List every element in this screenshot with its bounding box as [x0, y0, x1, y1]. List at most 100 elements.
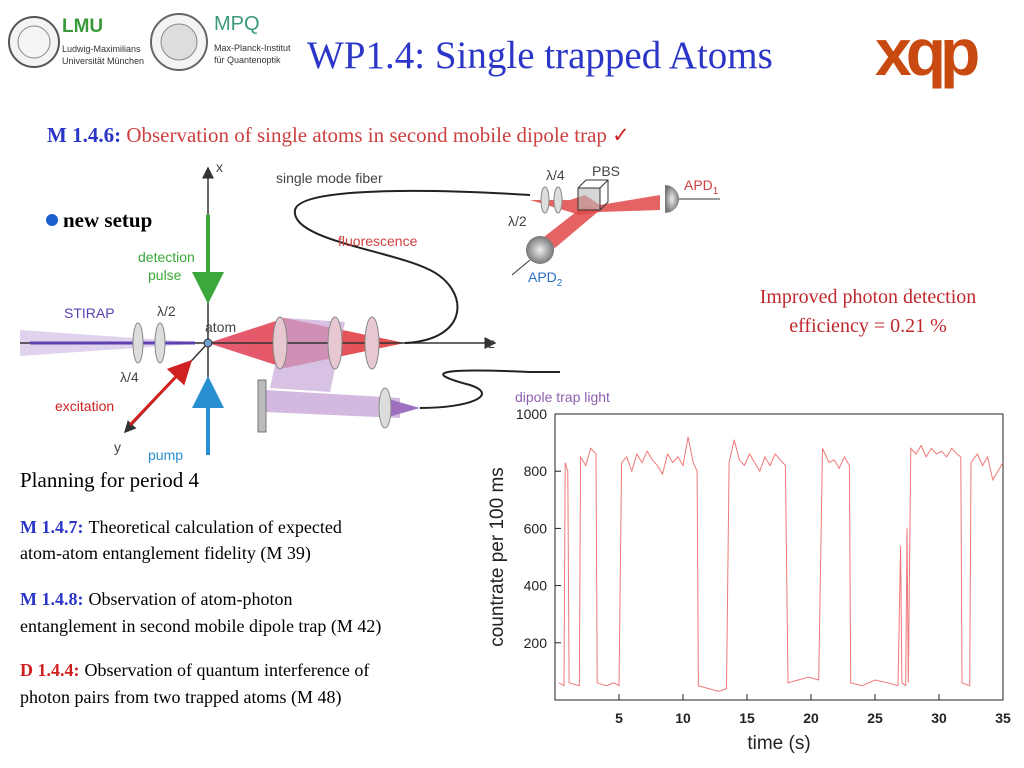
label: z: [488, 335, 495, 351]
shape: [327, 316, 343, 370]
x-tick-label: 30: [931, 710, 947, 726]
shape: [270, 318, 345, 392]
shape: [511, 259, 531, 276]
label: MPQ: [214, 13, 260, 35]
planning-id: D 1.4.4:: [20, 660, 80, 680]
milestone-id: M 1.4.6:: [47, 123, 121, 147]
label: excitation: [55, 398, 114, 414]
label: λ/2: [157, 303, 176, 319]
trace-chart: 200 400 600 800 1000 5 10 15 20 25 30 35 time (s) cou…: [487, 406, 1011, 754]
x-tick-label: 35: [995, 710, 1011, 726]
diagram-labels: x z y single mode fiber fluorescence det…: [55, 159, 719, 463]
shape: APD2: [528, 269, 563, 289]
label: APD: [528, 269, 557, 285]
label: detection: [138, 249, 195, 265]
y-tick-label: 400: [524, 578, 548, 594]
label: dipole trap light: [515, 389, 610, 405]
milestone: M 1.4.6: Observation of single atoms in …: [47, 123, 630, 147]
planning-id: M 1.4.8:: [20, 589, 83, 609]
shape: [540, 205, 600, 248]
improved-line: Improved photon detection: [760, 286, 977, 308]
planning-text: Observation of atom-photon: [88, 589, 292, 609]
y-axis-label: countrate per 100 ms: [487, 467, 508, 647]
label: single mode fiber: [276, 170, 383, 186]
label: λ/2: [508, 213, 527, 229]
y-tick-label: 1000: [516, 406, 547, 422]
label: pump: [148, 447, 183, 463]
shape: [540, 186, 550, 214]
y-tick-label: 600: [524, 520, 548, 536]
shape: [526, 236, 554, 264]
shape: [128, 359, 193, 427]
setup-diagram: [20, 166, 720, 455]
label: pulse: [148, 267, 182, 283]
xqp-logo: xqp: [875, 15, 978, 89]
bullet-text: new setup: [63, 208, 152, 232]
label: STIRAP: [64, 305, 115, 321]
label: atom: [205, 319, 236, 335]
x-tick-label: 15: [739, 710, 755, 726]
y-tick-label: 800: [524, 463, 548, 479]
planning-text: atom-atom entanglement fidelity (M 39): [20, 543, 311, 564]
shape: [293, 189, 531, 344]
planning-text: entanglement in second mobile dipole tra…: [20, 616, 381, 637]
shape: [154, 322, 166, 364]
milestone-text: Observation of single atoms in second mo…: [126, 123, 607, 147]
shape: [419, 369, 560, 409]
shape: [132, 322, 144, 364]
bullet-dot: [46, 214, 58, 226]
x-tick-label: 5: [615, 710, 623, 726]
x-tick-label: 10: [675, 710, 691, 726]
planning-text: photon pairs from two trapped atoms (M 4…: [20, 687, 341, 708]
label: LMU: [62, 16, 103, 37]
shape: [577, 179, 609, 211]
x-tick-label: 20: [803, 710, 819, 726]
label: Universität München: [62, 56, 144, 66]
shape: [665, 185, 679, 213]
planning-item: M 1.4.7: Theoretical calculation of expec…: [20, 517, 342, 537]
shape: [364, 316, 380, 370]
label: 2: [557, 278, 563, 289]
planning-item: D 1.4.4: Observation of quantum interfere…: [20, 660, 369, 680]
label: fluorescence: [338, 233, 418, 249]
shape: [553, 186, 563, 214]
shape: [160, 23, 198, 61]
label: λ/4: [120, 369, 139, 385]
label: 1: [713, 186, 719, 197]
planning-text: Theoretical calculation of expected: [88, 517, 341, 537]
trace-line: [558, 436, 1004, 692]
mpq-logo: MPQ Max-Planck-Institut für Quantenoptik: [150, 13, 291, 71]
shape: [257, 379, 267, 433]
shape: [378, 387, 392, 429]
planning-id: M 1.4.7:: [20, 517, 83, 537]
shape: [203, 338, 213, 348]
label: y: [114, 439, 121, 455]
improved-line: efficiency = 0.21 %: [789, 315, 947, 337]
y-tick-label: 200: [524, 635, 548, 651]
shape: [577, 187, 601, 211]
planning-list: M 1.4.7: Theoretical calculation of expec…: [20, 517, 381, 708]
planning-item: M 1.4.8: Observation of atom-photon: [20, 589, 292, 609]
shape: [8, 16, 60, 68]
shape: [385, 398, 420, 418]
lmu-logo: LMU Ludwig-Maximilians Universität Münch…: [8, 16, 144, 68]
shape: [265, 390, 400, 418]
label: PBS: [592, 163, 620, 179]
planning-text: Observation of quantum interference of: [85, 660, 370, 680]
label: x: [216, 159, 223, 175]
shape: APD1: [684, 177, 719, 197]
label: für Quantenoptik: [214, 55, 281, 65]
label: Ludwig-Maximilians: [62, 44, 141, 54]
shape: [272, 316, 288, 370]
planning-heading: Planning for period 4: [20, 468, 200, 492]
plot-frame: [554, 413, 1004, 701]
slide-title: WP1.4: Single trapped Atoms: [307, 34, 773, 77]
label: APD: [684, 177, 713, 193]
shape: [17, 25, 51, 59]
label: λ/4: [546, 167, 565, 183]
x-tick-label: 25: [867, 710, 883, 726]
check-mark: ✓: [612, 123, 630, 147]
